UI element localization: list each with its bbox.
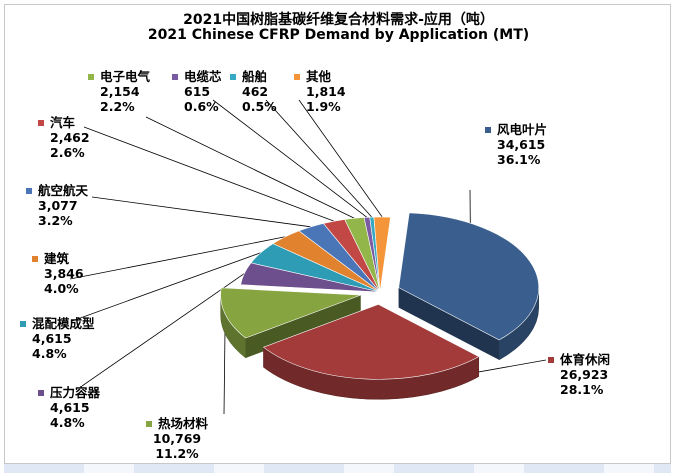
leader-line-8 — [145, 116, 355, 219]
slice-name: 压力容器 — [50, 385, 101, 400]
slice-value: 462 — [242, 84, 269, 99]
slice-percent: 36.1% — [497, 152, 541, 167]
leader-line-4 — [71, 252, 261, 322]
leader-line-10 — [265, 99, 373, 218]
legend-marker — [88, 73, 94, 80]
slice-value: 615 — [184, 84, 211, 99]
slice-2 — [220, 287, 361, 339]
slice-label-0: 风电叶片 34,615 36.1% — [485, 122, 547, 167]
legend-marker — [172, 73, 178, 80]
slice-value: 3,846 — [44, 266, 84, 281]
slice-name: 风电叶片 — [497, 122, 548, 137]
slice-label-1: 体育休闲 26,923 28.1% — [548, 352, 610, 397]
slice-percent: 2.6% — [50, 145, 85, 160]
slice-value: 26,923 — [560, 367, 609, 382]
slice-percent: 0.6% — [184, 99, 219, 114]
slice-label-4: 混配模成型 4,615 4.8% — [20, 316, 95, 361]
legend-marker — [548, 356, 554, 363]
slice-value: 1,814 — [306, 84, 346, 99]
legend-marker — [230, 73, 236, 80]
watermark-stripe — [4, 464, 671, 473]
legend-marker — [38, 389, 44, 396]
slice-name: 航空航天 — [38, 183, 89, 198]
legend-marker — [32, 255, 38, 262]
slice-label-7: 汽车 2,462 2.6% — [38, 115, 90, 160]
legend-marker — [485, 126, 491, 133]
slice-name: 电子电气 — [100, 69, 151, 84]
legend-marker — [26, 187, 32, 194]
slice-value: 34,615 — [497, 137, 546, 152]
legend-marker — [38, 119, 44, 126]
slice-value: 4,615 — [32, 331, 72, 346]
slice-name: 船舶 — [242, 69, 268, 84]
slice-percent: 3.2% — [38, 213, 73, 228]
slice-percent: 4.8% — [32, 346, 67, 361]
slice-percent: 11.2% — [155, 446, 199, 461]
slice-percent: 0.5% — [242, 99, 277, 114]
slice-label-11: 其他 1,814 1.9% — [294, 69, 346, 114]
slice-label-6: 航空航天 3,077 3.2% — [26, 183, 88, 228]
slice-value: 2,154 — [100, 84, 140, 99]
chart-title: 2021中国树脂基碳纤维复合材料需求-应用（吨） — [183, 12, 494, 28]
slice-inner-wall-0-1 — [398, 287, 500, 360]
slice-percent: 4.0% — [44, 281, 79, 296]
slice-label-9: 电缆芯 615 0.6% — [172, 69, 222, 114]
slice-value: 2,462 — [50, 130, 90, 145]
slice-name: 建筑 — [44, 251, 70, 266]
slice-11 — [373, 216, 391, 293]
slice-label-2: 热场材料 10,769 11.2% — [146, 416, 208, 461]
slice-name: 电缆芯 — [184, 69, 222, 84]
slice-name: 热场材料 — [158, 416, 209, 431]
leader-line-9 — [212, 99, 368, 218]
leader-line-7 — [83, 126, 335, 222]
slice-value: 10,769 — [152, 431, 202, 446]
slice-label-3: 压力容器 4,615 4.8% — [38, 385, 100, 430]
slice-name: 混配模成型 — [32, 316, 95, 331]
slice-value: 3,077 — [38, 198, 78, 213]
chart-subtitle: 2021 Chinese CFRP Demand by Application … — [147, 27, 530, 43]
leader-line-5 — [69, 236, 286, 280]
slice-label-5: 建筑 3,846 4.0% — [32, 251, 84, 296]
leader-lines — [69, 99, 547, 415]
slice-label-10: 船舶 462 0.5% — [230, 69, 277, 114]
slice-name: 其他 — [306, 69, 332, 84]
slice-label-8: 电子电气 2,154 2.2% — [88, 69, 150, 114]
slice-name: 体育休闲 — [560, 352, 611, 367]
slice-percent: 2.2% — [100, 99, 135, 114]
slice-percent: 4.8% — [50, 415, 85, 430]
leader-line-3 — [81, 273, 245, 387]
legend-marker — [20, 320, 26, 327]
slice-percent: 1.9% — [306, 99, 341, 114]
pie-slices — [220, 212, 539, 400]
legend-marker — [146, 420, 152, 427]
slice-0 — [398, 212, 539, 341]
slice-value: 4,615 — [50, 400, 90, 415]
legend-marker — [294, 73, 300, 80]
slice-name: 汽车 — [50, 115, 76, 130]
slice-1 — [262, 304, 480, 380]
leader-line-6 — [91, 196, 311, 228]
slice-percent: 28.1% — [560, 382, 604, 397]
leader-line-11 — [298, 99, 383, 218]
